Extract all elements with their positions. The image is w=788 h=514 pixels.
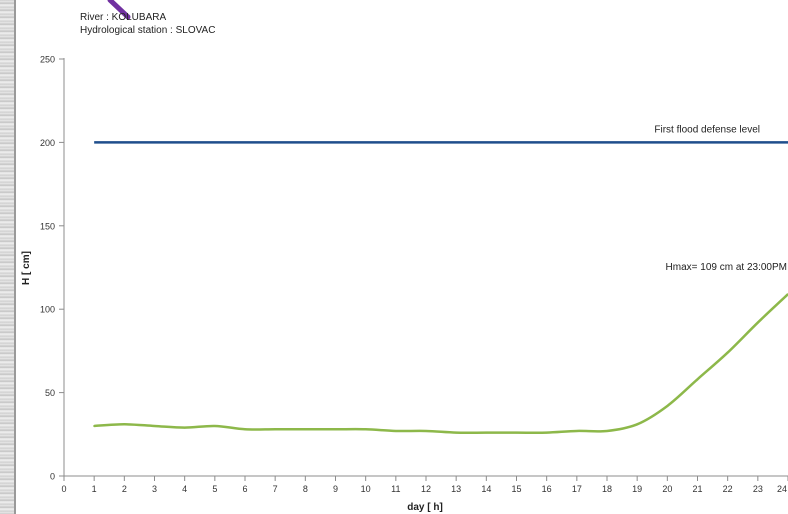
x-tick-label: 16 xyxy=(542,484,552,494)
data-point xyxy=(455,431,458,434)
scanned-edge-strip xyxy=(0,0,14,514)
x-tick-label: 4 xyxy=(182,484,187,494)
x-tick-label: 18 xyxy=(602,484,612,494)
scanned-edge-line xyxy=(14,0,16,514)
y-tick-label: 50 xyxy=(45,388,55,398)
x-tick-label: 10 xyxy=(361,484,371,494)
x-tick-label: 0 xyxy=(61,484,66,494)
x-tick-label: 11 xyxy=(391,484,400,494)
y-axis-label: H [ cm] xyxy=(21,251,32,285)
y-tick-label: 0 xyxy=(50,472,55,482)
data-point xyxy=(606,429,608,432)
x-tick-label: 24 xyxy=(777,484,787,494)
chart-title: River : KOLUBARA xyxy=(80,12,167,23)
x-tick-label: 20 xyxy=(662,484,672,494)
water-level-line xyxy=(94,293,788,435)
y-tick-label: 150 xyxy=(40,221,55,231)
x-tick-label: 21 xyxy=(692,484,702,494)
data-point xyxy=(726,351,729,354)
x-tick-label: 1 xyxy=(92,484,97,494)
data-point xyxy=(364,428,367,431)
x-tick-label: 12 xyxy=(421,484,431,494)
data-point xyxy=(575,429,578,432)
data-point xyxy=(123,423,126,426)
data-point xyxy=(304,428,307,431)
data-point xyxy=(696,378,699,381)
x-tick-label: 13 xyxy=(451,484,461,494)
data-point xyxy=(183,426,186,429)
flood-defense-label: First flood defense level xyxy=(654,124,760,135)
data-point xyxy=(425,429,427,432)
x-tick-label: 19 xyxy=(632,484,642,494)
data-point xyxy=(274,428,277,431)
x-tick-label: 9 xyxy=(333,484,338,494)
flood-level-group: First flood defense level xyxy=(94,124,788,144)
data-point xyxy=(515,431,518,434)
x-tick-label: 8 xyxy=(303,484,308,494)
x-tick-label: 15 xyxy=(511,484,521,494)
data-point xyxy=(545,431,548,434)
data-point xyxy=(485,431,488,434)
x-tick-label: 3 xyxy=(152,484,157,494)
y-tick-label: 100 xyxy=(40,305,55,315)
hmax-annotation: Hmax= 109 cm at 23:00PM xyxy=(666,262,787,273)
pen-mark xyxy=(107,0,131,20)
x-tick-label: 14 xyxy=(481,484,491,494)
x-axis-label: day [ h] xyxy=(407,502,443,513)
data-point xyxy=(153,424,156,427)
data-point xyxy=(244,428,246,431)
y-tick-group: 0 50 100 150 200 250 xyxy=(40,55,64,482)
x-tick-label: 2 xyxy=(122,484,127,494)
data-point xyxy=(213,424,216,427)
chart-subtitle: Hydrological station : SLOVAC xyxy=(80,25,216,36)
y-tick-label: 250 xyxy=(40,55,55,65)
x-tick-label: 7 xyxy=(273,484,278,494)
data-point xyxy=(636,423,639,426)
x-tick-group: 0 1 2 3 4 5 6 7 8 9 10 11 12 13 14 15 16 17 18 19 20 21 22 23 24 xyxy=(61,476,788,494)
data-point xyxy=(334,428,337,431)
y-tick-label: 200 xyxy=(40,138,55,148)
data-point xyxy=(666,404,669,407)
x-tick-label: 17 xyxy=(572,484,582,494)
x-tick-label: 23 xyxy=(753,484,763,494)
data-points xyxy=(93,293,788,434)
data-point xyxy=(93,424,96,427)
data-point xyxy=(394,429,397,432)
x-tick-label: 22 xyxy=(723,484,733,494)
data-point xyxy=(756,321,759,324)
series-group xyxy=(94,293,788,435)
x-tick-label: 6 xyxy=(242,484,247,494)
x-tick-label: 5 xyxy=(212,484,217,494)
